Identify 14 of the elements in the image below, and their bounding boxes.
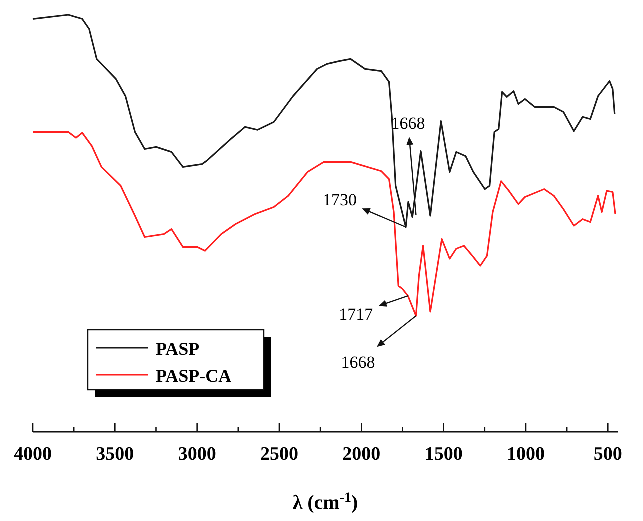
x-tick-label: 500 — [594, 444, 622, 465]
annotation: 1717 — [339, 305, 374, 324]
annotation: 1730 — [323, 190, 358, 210]
x-tick-label: 4000 — [14, 444, 52, 465]
x-tick-label: 1500 — [424, 444, 463, 465]
annotation: 1668 — [341, 353, 376, 372]
x-tick-label: 1000 — [506, 444, 545, 465]
x-tick-label: 2000 — [342, 444, 381, 465]
x-axis-title: λ (cm$^{-1}$) — [292, 490, 358, 514]
x-tick-label: 2500 — [260, 444, 298, 465]
legend-label: PASP-CA — [156, 366, 232, 386]
x-tick-label: 3000 — [178, 444, 216, 465]
legend-label: PASP — [156, 339, 200, 359]
x-tick-label: 3500 — [96, 444, 134, 465]
